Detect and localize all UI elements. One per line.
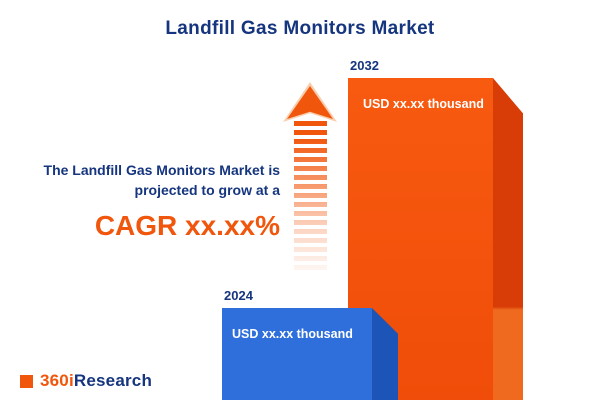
logo-suffix: Research [73, 371, 153, 390]
growth-annotation: The Landfill Gas Monitors Market is proj… [18, 160, 280, 242]
bar-2024 [222, 308, 372, 400]
logo-square-icon [20, 374, 33, 388]
growth-arrow-fade [292, 121, 329, 275]
page-title: Landfill Gas Monitors Market [165, 18, 435, 39]
brand-logo: 360iResearch [20, 371, 152, 391]
bar-2024-year-label: 2024 [224, 288, 253, 303]
bar-2032-side-face [493, 78, 523, 400]
annotation-line-1: The Landfill Gas Monitors Market is [43, 162, 280, 178]
annotation-line-2: projected to grow at a [134, 182, 280, 198]
cagr-value: CAGR xx.xx% [94, 210, 280, 241]
bar-2032-year-label: 2032 [350, 58, 379, 73]
bar-2032-value-label: USD xx.xx thousand [363, 97, 484, 111]
growth-arrow-icon [287, 86, 333, 119]
bar-2024-value-label: USD xx.xx thousand [232, 327, 353, 341]
logo-text: 360iResearch [40, 371, 152, 391]
logo-prefix: 360i [40, 371, 74, 390]
